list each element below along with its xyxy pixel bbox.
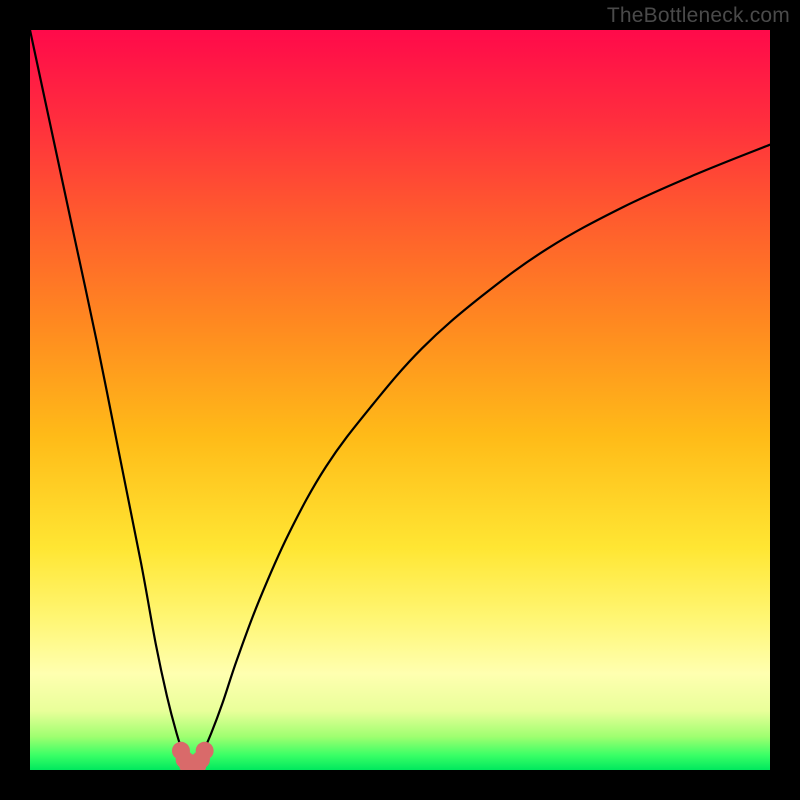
chart-frame: TheBottleneck.com	[0, 0, 800, 800]
bottleneck-curve-chart	[0, 0, 800, 800]
watermark-text: TheBottleneck.com	[607, 4, 790, 28]
notch-dot-4	[196, 742, 214, 760]
plot-background	[30, 30, 770, 770]
